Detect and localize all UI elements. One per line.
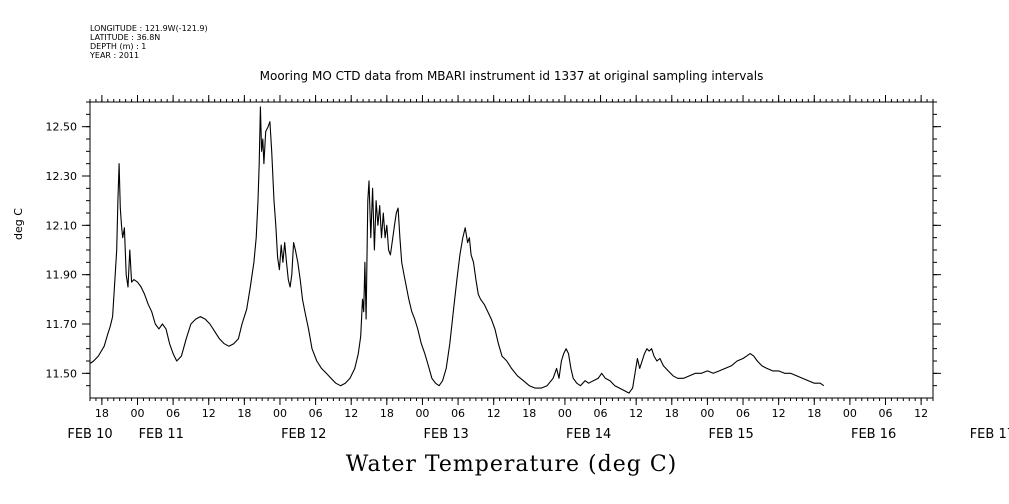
x-tick-label: 18 (237, 407, 251, 420)
x-tick-label: 12 (344, 407, 358, 420)
x-tick-label: 18 (380, 407, 394, 420)
year-text: YEAR : 2011 (90, 51, 140, 60)
day-label: FEB 16 (851, 427, 896, 442)
day-label: FEB 10 (67, 427, 112, 442)
x-tick-label: 06 (879, 407, 893, 420)
x-tick-label: 00 (558, 407, 572, 420)
x-tick-label: 00 (415, 407, 429, 420)
day-label: FEB 14 (566, 427, 611, 442)
depth-text: DEPTH (m) : 1 (90, 42, 147, 51)
temperature-line (89, 106, 825, 394)
y-tick-label: 12.50 (46, 121, 78, 134)
x-tick-label: 18 (807, 407, 821, 420)
day-label: FEB 12 (281, 427, 326, 442)
x-tick-label: 00 (273, 407, 287, 420)
y-tick-label: 12.10 (46, 219, 78, 232)
chart-title: Mooring MO CTD data from MBARI instrumen… (259, 69, 764, 83)
x-tick-label: 12 (629, 407, 643, 420)
y-tick-label: 11.90 (46, 269, 78, 282)
x-tick-label: 06 (166, 407, 180, 420)
day-label: FEB 17 (970, 427, 1009, 442)
day-label: FEB 15 (709, 427, 754, 442)
day-label: FEB 11 (139, 427, 184, 442)
x-tick-label: 06 (451, 407, 465, 420)
y-tick-label: 11.50 (46, 367, 78, 380)
y-tick-label: 12.30 (46, 170, 78, 183)
x-tick-label: 06 (736, 407, 750, 420)
x-tick-label: 06 (309, 407, 323, 420)
longitude-text: LONGITUDE : 121.9W(-121.9) (90, 24, 208, 33)
x-axis-label: Water Temperature (deg C) (345, 452, 678, 477)
day-label: FEB 13 (424, 427, 469, 442)
plot-frame (89, 101, 934, 399)
y-tick-label: 11.70 (46, 318, 78, 331)
latitude-text: LATITUDE : 36.8N (90, 33, 161, 42)
x-tick-label: 18 (522, 407, 536, 420)
x-tick-label: 00 (130, 407, 144, 420)
x-tick-label: 12 (202, 407, 216, 420)
x-tick-label: 06 (594, 407, 608, 420)
x-tick-label: 12 (772, 407, 786, 420)
x-tick-label: 18 (95, 407, 109, 420)
x-tick-label: 12 (914, 407, 928, 420)
x-tick-label: 12 (487, 407, 501, 420)
x-tick-label: 00 (843, 407, 857, 420)
x-tick-label: 18 (665, 407, 679, 420)
x-tick-label: 00 (700, 407, 714, 420)
